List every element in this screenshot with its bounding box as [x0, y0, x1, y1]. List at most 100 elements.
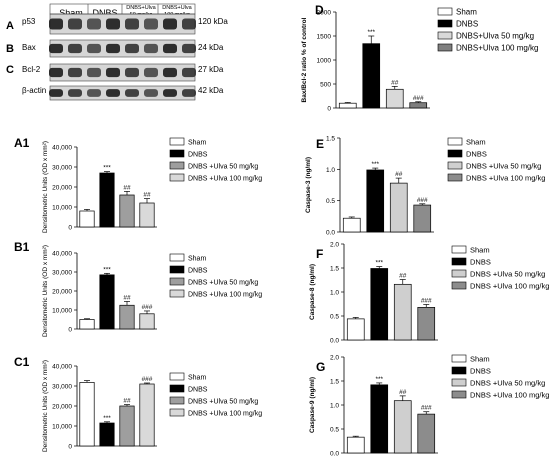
bar [385, 88, 404, 109]
bar [119, 405, 135, 447]
blot-band [125, 67, 139, 78]
y-tick-label: 500 [320, 82, 331, 89]
legend-label: DNBS +Ulva 50 mg/kg [188, 164, 258, 171]
bar [346, 436, 365, 454]
blot-band [163, 89, 177, 97]
y-axis-label: Caspase-3 (ng/ml) [305, 157, 312, 213]
legend-label: DNBS [456, 20, 478, 29]
legend-label: Sham [470, 246, 490, 255]
legend-label: Sham [188, 256, 206, 263]
blot-column-header: DNBS+Ulva [162, 5, 192, 11]
legend-label: DNBS +Ulva 100 mg/kg [470, 282, 549, 291]
blot-column-header: DNBS+Ulva [126, 5, 156, 11]
bar [338, 102, 357, 109]
legend-swatch [169, 173, 185, 182]
legend-swatch [169, 149, 185, 158]
y-tick-label: 1.5 [330, 379, 339, 386]
bar [119, 304, 135, 330]
blot-band [182, 43, 196, 54]
y-tick-label: 2.0 [330, 355, 339, 362]
y-axis-label: Densitometric Units (OD x mm²) [42, 245, 49, 337]
y-tick-label: 1.0 [330, 403, 339, 410]
legend-label: DNBS +Ulva 50 mg/kg [188, 399, 258, 406]
blot-panel-label: C [6, 64, 14, 76]
panel-label: B1 [14, 240, 30, 254]
legend-swatch [451, 257, 467, 266]
y-tick-label: 20,000 [52, 289, 72, 296]
blot-band [68, 43, 82, 54]
y-tick-label: 0.0 [330, 451, 339, 458]
y-axis-label: Caspase-9 (ng/ml) [309, 377, 316, 433]
blot-band [49, 18, 63, 30]
blot-header-box [49, 3, 196, 15]
legend-label: DNBS [466, 150, 487, 159]
panel-label: E [316, 137, 324, 151]
legend-swatch [437, 19, 453, 28]
legend-label: DNBS +Ulva 100 mg/kg [466, 174, 545, 183]
legend-label: DNBS [188, 387, 208, 394]
legend-label: Sham [466, 138, 486, 147]
y-tick-label: 0 [68, 225, 72, 232]
y-tick-label: 1000 [317, 58, 332, 65]
blot-band [125, 43, 139, 54]
y-tick-label: 2.0 [330, 242, 339, 249]
blot-band [49, 89, 63, 97]
blot-protein-label: β-actin [22, 86, 46, 95]
legend-swatch [169, 289, 185, 298]
chart-panel-b1: B1 0 10,000 20,000 30,000 40,000Densitometric… [14, 240, 262, 337]
y-tick-label: 40,000 [52, 251, 72, 258]
legend-swatch [447, 161, 463, 170]
bar [342, 217, 361, 233]
legend-swatch [169, 137, 185, 146]
panel-label: G [316, 360, 325, 374]
legend-label: Sham [470, 355, 490, 364]
legend-swatch [437, 43, 453, 52]
bar [99, 274, 115, 330]
blot-band [163, 67, 177, 78]
significance-label: *** [103, 415, 111, 422]
legend-label: DNBS +Ulva 50 mg/kg [188, 280, 258, 287]
bar-chart-panels: D 0 500 1000 1500 2000 Bax/Bcl-2 ratio % of co… [14, 3, 549, 458]
blot-band [49, 67, 63, 78]
legend-label: DNBS [188, 152, 208, 159]
blot-panel-label: B [6, 43, 14, 55]
legend-swatch [437, 7, 453, 16]
panel-label: A1 [14, 136, 30, 150]
y-tick-label: 30,000 [52, 270, 72, 277]
blot-band [87, 18, 101, 30]
legend-label: DNBS +Ulva 100 mg/kg [188, 176, 262, 183]
bar [99, 172, 115, 228]
legend-swatch [451, 366, 467, 375]
significance-label: ### [142, 304, 153, 311]
y-tick-label: 0.5 [330, 314, 339, 321]
blot-size-label: 24 kDa [198, 43, 224, 52]
bar [393, 400, 412, 454]
bar [139, 202, 155, 228]
legend-label: DNBS +Ulva 50 mg/kg [470, 270, 545, 279]
legend-swatch [451, 378, 467, 387]
y-axis-label: Caspase-8 (ng/ml) [309, 264, 316, 320]
legend-swatch [169, 161, 185, 170]
legend-swatch [447, 173, 463, 182]
bar [139, 313, 155, 330]
significance-label: ## [399, 273, 407, 280]
y-tick-label: 40,000 [52, 364, 72, 371]
y-tick-label: 0 [68, 327, 72, 334]
legend-swatch [169, 253, 185, 262]
significance-label: ## [123, 294, 131, 301]
legend-swatch [451, 390, 467, 399]
bar [79, 210, 95, 228]
bar [409, 102, 428, 109]
y-tick-label: 0.5 [330, 427, 339, 434]
bar [370, 384, 389, 454]
panel-label: C1 [14, 355, 30, 369]
y-tick-label: 1.0 [326, 167, 335, 174]
significance-label: ## [395, 171, 403, 178]
legend-label: DNBS [470, 258, 491, 267]
chart-panel-c1: C1 0 10,000 20,000 30,000 40,000Densitometric… [14, 355, 262, 452]
blot-column-header: Sham [59, 8, 83, 18]
